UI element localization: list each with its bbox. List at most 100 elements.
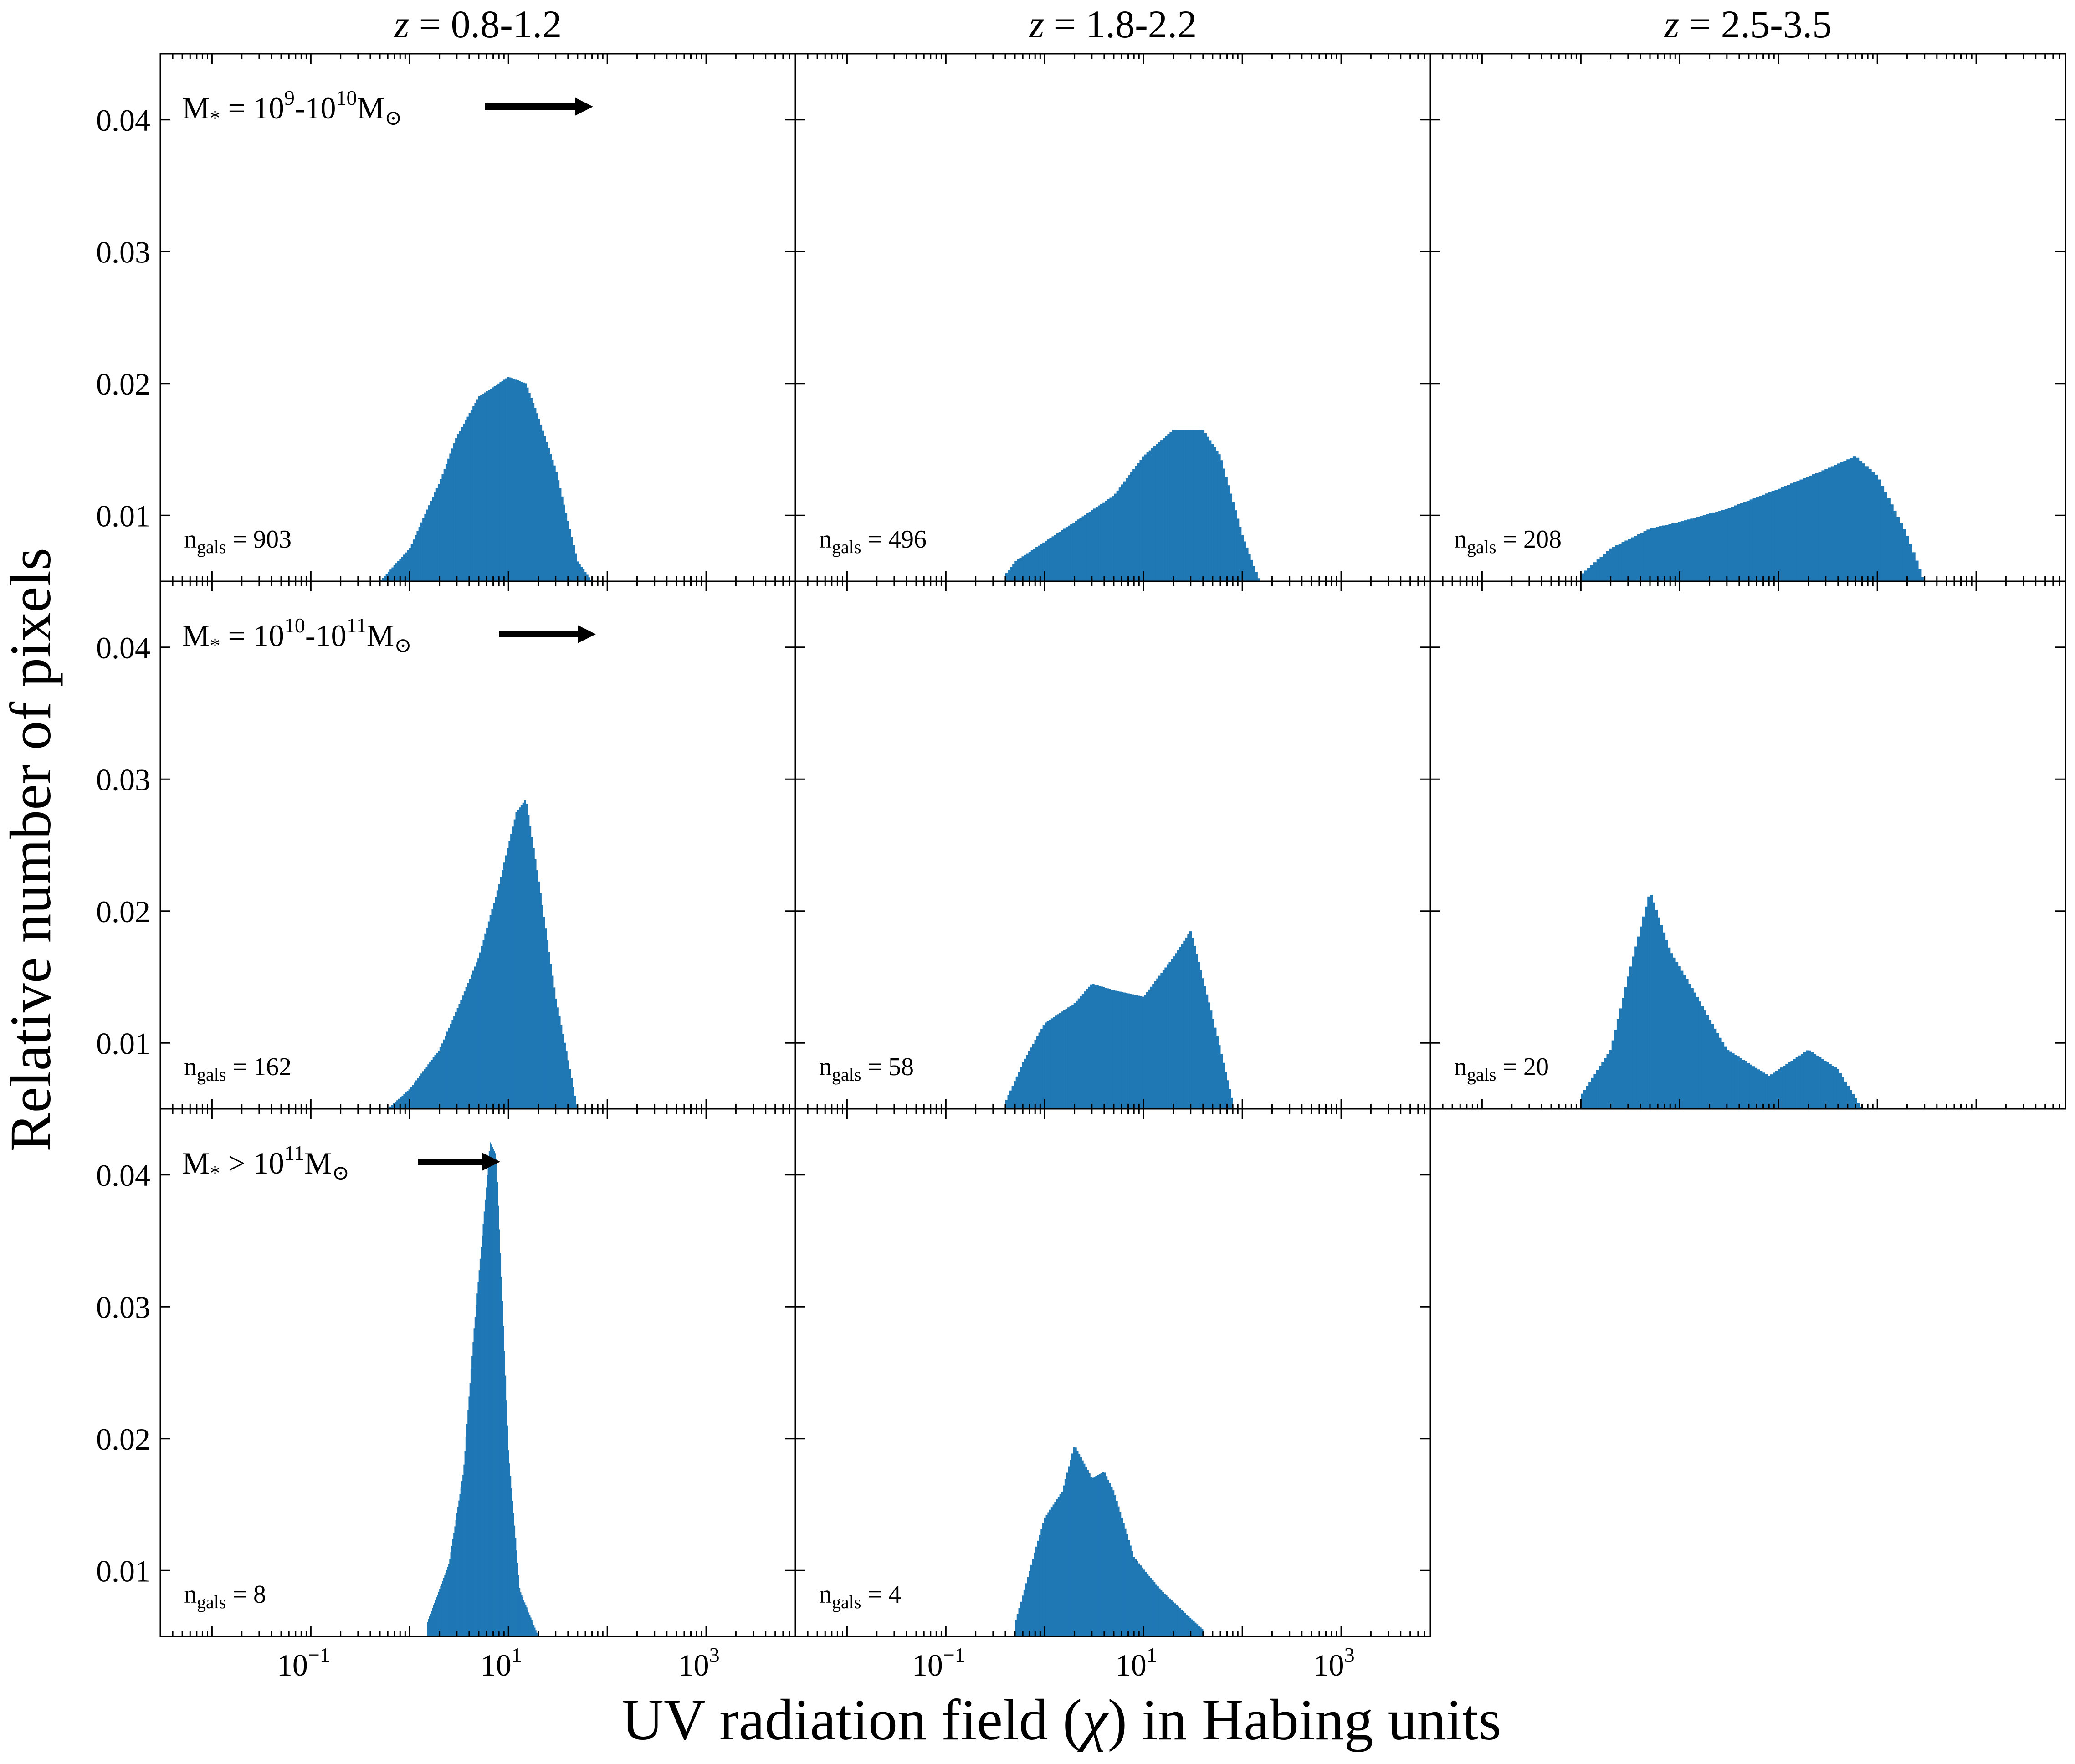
histogram-bar [1128,475,1131,581]
histogram-bar [1187,934,1190,1109]
histogram-bar [1152,984,1155,1109]
histogram-bar [1139,1565,1142,1636]
histogram-bar [1178,430,1182,581]
histogram-bar [1226,1080,1229,1109]
histogram-bar [1762,1072,1765,1109]
histogram-bar [534,408,537,581]
svg-text:M* = 1010-1011M⊙: M* = 1010-1011M⊙ [182,614,412,657]
histogram-bar [1042,542,1045,581]
histogram-bar [410,544,413,581]
histogram-bar [558,1016,561,1109]
histogram-bar [1055,1015,1058,1109]
histogram-bar [507,1425,508,1636]
histogram-bar [410,1087,412,1109]
histogram-bar [1218,1045,1221,1109]
histogram-bar [1583,1089,1587,1109]
histogram-bar [1215,451,1219,581]
histogram-bar [520,1592,522,1636]
histogram-bar [1092,984,1095,1109]
histogram-bar [1185,937,1188,1109]
histogram-bar [1756,497,1759,581]
histogram-bar [1721,510,1725,581]
histogram-bar [496,890,499,1109]
histogram-bar [429,1616,430,1636]
histogram-bar [1591,1077,1594,1109]
histogram-bar [1673,957,1676,1109]
histogram-bar [1036,1036,1039,1109]
histogram-bar [1179,1608,1181,1636]
histogram-bar [1135,995,1138,1109]
histogram-bar [449,1559,451,1636]
histogram-bar [1056,533,1059,581]
panels-layer: 0.01 0.02 0.03 0.04 ngals = 903 ngals = 496 ng… [96,53,2066,1682]
histogram-bar [476,1293,478,1636]
histogram-bar [1035,1546,1038,1636]
histogram-bar [535,1630,537,1636]
histogram-bar [514,1525,516,1636]
histogram-bar [1066,1472,1068,1636]
histogram-bar [1865,466,1869,581]
histogram-bar [1009,1090,1012,1109]
histogram-bar [1852,1094,1855,1109]
histogram-bar [515,812,517,1109]
histogram-bar [1070,524,1073,581]
histogram-bar [453,1016,456,1109]
histogram-bar [1790,483,1794,581]
histogram-bar [510,1476,512,1636]
histogram-bar [497,1182,498,1636]
histogram-bar [1844,1081,1847,1109]
x-tick-label: 103 [1313,1643,1355,1682]
histogram-bar [1189,931,1192,1109]
histogram-bar [495,1153,496,1636]
histogram-bar [1154,981,1157,1109]
histogram-bar [1117,991,1120,1109]
histogram-bar [470,974,473,1109]
histogram-bar [1034,1040,1037,1109]
histogram-bar [482,940,485,1109]
histogram-bar [1742,1060,1745,1109]
histogram-bar [1042,1025,1045,1109]
histogram-bar [550,964,552,1109]
histogram-bar [1778,488,1781,581]
histogram-bar [1088,986,1091,1109]
histogram-bar [1765,1074,1768,1109]
histogram-bar [1662,525,1666,581]
histogram-bar [1768,492,1772,581]
ngals-label: ngals = 208 [1454,525,1562,557]
histogram-bar [1148,1576,1151,1636]
histogram-bar [1138,1563,1140,1636]
histogram-bar [453,443,456,581]
histogram-bar [1182,1611,1185,1636]
histogram-bar [1793,1059,1796,1109]
histogram-bar [1117,1506,1120,1636]
histogram-bar [552,975,554,1109]
histogram-bar [1202,430,1205,581]
histogram-bar [1176,430,1179,581]
histogram-bar [440,479,442,581]
histogram-bar [483,1211,485,1636]
histogram-bar [1727,1050,1730,1109]
histogram-bar [445,1572,447,1636]
histogram-bar [1655,910,1658,1109]
histogram-bar [488,1151,490,1636]
histogram-bar [515,1538,517,1636]
histogram-bar [580,567,583,581]
histogram-bar [1683,975,1686,1109]
histogram-bar [1193,1621,1195,1636]
histogram-bar [1740,503,1744,581]
histogram-bar [492,1147,493,1636]
histogram-bar [1216,1036,1219,1109]
histogram-bar [1023,1589,1026,1636]
histogram-bar [1133,995,1136,1109]
histogram-bar [500,877,502,1109]
histogram-bar [1151,448,1154,581]
histogram-bar [1065,527,1068,581]
panel-r2-c1: 0.01 0.02 0.03 0.04 ngals = 162 [96,580,796,1110]
histogram-bar [555,472,558,581]
histogram-bar [1175,1605,1178,1636]
x-tick-label: 101 [481,1643,522,1682]
histogram-bar [1800,1054,1804,1109]
histogram-bar [531,837,533,1109]
histogram-bar [1134,1559,1137,1636]
histogram-bar [422,518,425,581]
